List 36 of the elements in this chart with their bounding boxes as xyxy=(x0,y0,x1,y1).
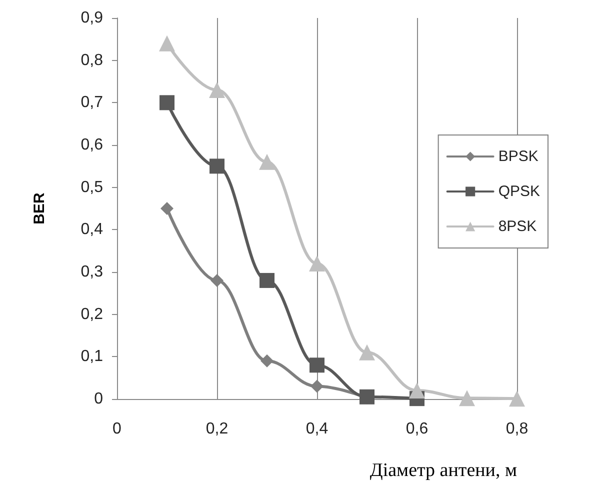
y-tick-label: 0,7 xyxy=(80,94,104,112)
point xyxy=(210,274,224,287)
x-tick-label: 0,2 xyxy=(206,420,228,438)
point xyxy=(259,154,275,170)
y-tick-label: 0,8 xyxy=(80,52,104,69)
y-tick-label: 0,2 xyxy=(80,306,104,323)
point xyxy=(209,82,225,98)
point xyxy=(459,390,475,406)
point xyxy=(210,158,224,174)
point xyxy=(509,390,525,407)
point xyxy=(409,382,425,399)
point xyxy=(309,256,325,272)
y-tick-label: 0,9 xyxy=(80,10,104,26)
point xyxy=(260,272,274,288)
point xyxy=(160,95,174,110)
x-tick-label: 0 xyxy=(112,420,122,438)
point xyxy=(160,202,174,215)
x-tick-label: 0,4 xyxy=(306,420,328,438)
y-tick-label: 0 xyxy=(94,390,104,408)
x-tick-label: 0,6 xyxy=(406,420,428,438)
legend-label: BPSK xyxy=(498,148,538,165)
point xyxy=(260,354,274,368)
y-axis-title: BER xyxy=(31,192,48,224)
x-tick-label: 0,8 xyxy=(506,420,528,438)
y-tick-label: 0,1 xyxy=(80,348,104,366)
y-tick-label: 0,4 xyxy=(80,221,104,238)
legend-label: 8PSK xyxy=(498,218,537,235)
y-tick-label: 0,3 xyxy=(80,264,104,280)
legend-label: QPSK xyxy=(498,183,540,200)
y-tick-label: 0,5 xyxy=(80,178,104,196)
point xyxy=(159,35,175,52)
point xyxy=(310,380,324,393)
y-tick-label: 0,6 xyxy=(80,136,104,154)
point xyxy=(310,358,324,373)
x-axis-title: Діаметр антени, м xyxy=(370,460,517,481)
point xyxy=(359,344,375,360)
